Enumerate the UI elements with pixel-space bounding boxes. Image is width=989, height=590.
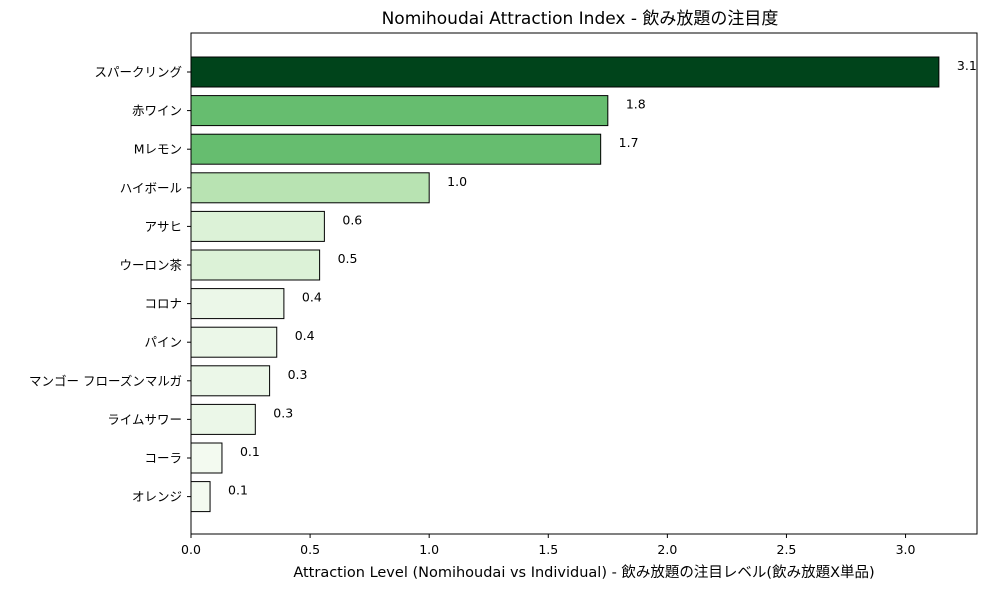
x-tick-label-1: 0.5 — [300, 542, 320, 557]
x-tick-label-3: 1.5 — [538, 542, 558, 557]
data-label-7: 0.4 — [295, 328, 315, 343]
data-label-1: 1.8 — [626, 97, 646, 112]
chart-title: Nomihoudai Attraction Index - 飲み放題の注目度 — [382, 9, 779, 29]
bar-7 — [190, 326, 278, 358]
bar-5 — [190, 249, 321, 281]
bar-1 — [190, 95, 609, 127]
x-tick-label-5: 2.5 — [777, 542, 797, 557]
category-label-9: ライムサワー — [107, 412, 182, 427]
category-label-3: ハイボール — [120, 180, 182, 195]
data-label-8: 0.3 — [288, 367, 308, 382]
data-label-2: 1.7 — [619, 135, 639, 150]
plot-frame — [190, 32, 978, 535]
category-label-2: Mレモン — [134, 142, 182, 157]
bar-6 — [190, 288, 285, 320]
bar-3 — [190, 172, 430, 204]
category-label-4: アサヒ — [144, 219, 182, 234]
bar-8 — [190, 365, 271, 397]
bar-0 — [190, 56, 940, 88]
bar-11 — [190, 481, 211, 513]
bar-4 — [190, 210, 325, 242]
bar-2 — [190, 133, 602, 165]
data-label-9: 0.3 — [273, 405, 293, 420]
category-label-0: スパークリング — [94, 65, 182, 80]
bar-9 — [190, 403, 256, 435]
x-tick-label-6: 3.0 — [896, 542, 916, 557]
data-label-5: 0.5 — [338, 251, 358, 266]
data-label-4: 0.6 — [342, 212, 362, 227]
x-tick-label-2: 1.0 — [419, 542, 439, 557]
data-label-3: 1.0 — [447, 174, 467, 189]
bars-group — [190, 56, 940, 513]
data-labels-group: 3.1 1.8 1.7 1.0 0.6 0.5 0.4 0.4 0.3 0.3 0.1 0.1 — [228, 58, 977, 498]
category-label-8: マンゴー フローズンマルガ — [29, 373, 182, 388]
x-tick-label-0: 0.0 — [181, 542, 201, 557]
category-label-11: オレンジ — [132, 489, 182, 504]
category-label-7: パイン — [144, 335, 182, 350]
data-label-11: 0.1 — [228, 483, 248, 498]
data-label-0: 3.1 — [957, 58, 977, 73]
category-label-5: ウーロン茶 — [119, 258, 182, 273]
category-label-6: コロナ — [144, 296, 182, 311]
data-label-10: 0.1 — [240, 444, 260, 459]
category-label-10: コーラ — [144, 451, 182, 466]
x-tick-label-4: 2.0 — [657, 542, 677, 557]
category-label-1: 赤ワイン — [132, 103, 182, 118]
x-ticks-group: 0.0 0.5 1.0 1.5 2.0 2.5 3.0 — [181, 534, 916, 557]
x-axis-label: Attraction Level (Nomihoudai vs Individu… — [293, 564, 874, 581]
data-label-6: 0.4 — [302, 290, 322, 305]
bar-10 — [190, 442, 223, 474]
